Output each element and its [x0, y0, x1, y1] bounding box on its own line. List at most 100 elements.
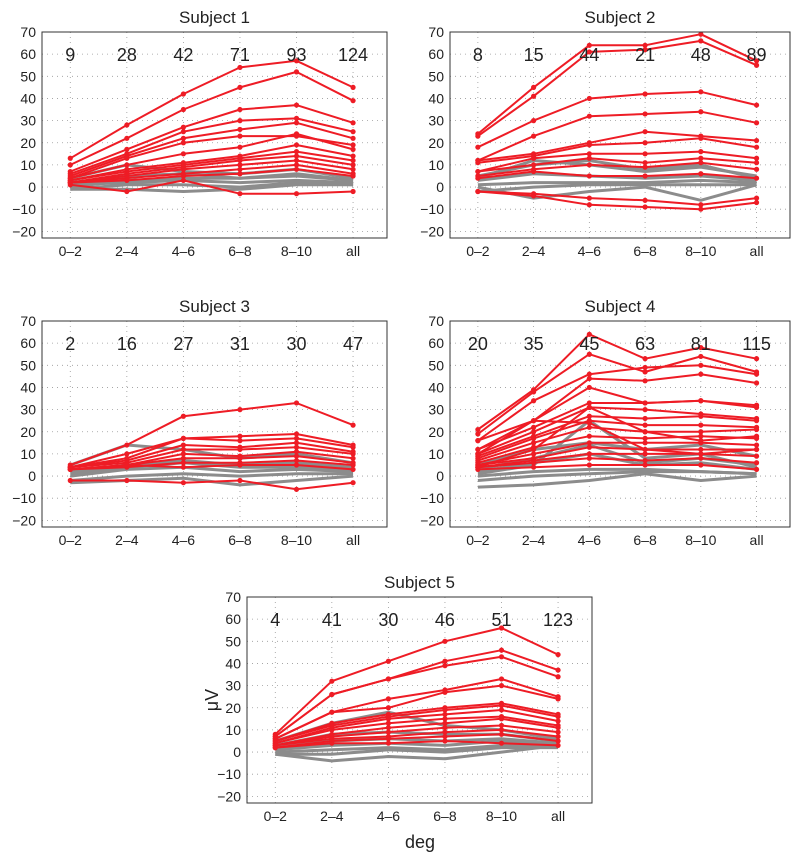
- significant-point: [586, 155, 592, 161]
- significant-point: [586, 195, 592, 201]
- significant-point: [67, 155, 73, 161]
- y-tick-label: −10: [12, 490, 36, 506]
- significant-point: [350, 157, 356, 164]
- significant-line: [477, 441, 757, 466]
- significant-point: [753, 356, 760, 362]
- significant-point: [237, 477, 243, 484]
- significant-line: [275, 709, 559, 745]
- significant-point: [586, 371, 592, 377]
- x-tick-label: 0–2: [264, 808, 288, 824]
- significant-point: [385, 729, 391, 735]
- significant-point: [180, 91, 186, 97]
- significant-point: [237, 171, 243, 177]
- y-tick-label: 60: [20, 335, 36, 351]
- significant-point: [180, 480, 186, 486]
- count-label: 93: [286, 45, 306, 65]
- significant-point: [385, 740, 391, 746]
- significant-line: [70, 155, 354, 184]
- significant-line: [275, 704, 559, 742]
- significant-point: [586, 151, 592, 157]
- significant-point: [498, 647, 505, 653]
- x-tick-label: all: [346, 532, 360, 548]
- significant-point: [698, 149, 704, 155]
- significant-point: [753, 418, 760, 424]
- significant-point: [698, 135, 704, 141]
- y-tick-label: 70: [428, 24, 444, 40]
- significant-line: [70, 446, 354, 469]
- y-tick-label: 40: [225, 655, 241, 671]
- significant-line: [477, 157, 757, 173]
- significant-point: [180, 140, 186, 146]
- significant-point: [293, 120, 300, 126]
- significant-point: [698, 171, 704, 177]
- y-tick-label: 70: [20, 24, 36, 40]
- significant-point: [698, 462, 704, 468]
- significant-point: [531, 418, 537, 424]
- significant-point: [293, 486, 300, 492]
- count-label: 63: [635, 334, 655, 354]
- significant-point: [475, 133, 481, 139]
- significant-point: [753, 446, 760, 453]
- significant-point: [237, 157, 243, 164]
- count-label: 31: [230, 334, 250, 354]
- significant-line: [477, 110, 757, 162]
- significant-point: [350, 142, 356, 148]
- significant-line: [477, 137, 757, 164]
- significant-point: [293, 153, 300, 159]
- significant-point: [124, 442, 130, 448]
- significant-line: [70, 179, 354, 195]
- significant-point: [180, 135, 186, 141]
- significant-line: [70, 437, 354, 469]
- significant-point: [642, 42, 648, 48]
- y-tick-label: 10: [20, 157, 36, 173]
- significant-line: [70, 441, 354, 469]
- significant-line: [275, 715, 559, 745]
- significant-point: [385, 736, 391, 742]
- significant-line: [477, 415, 757, 458]
- significant-point: [586, 444, 592, 450]
- significant-point: [531, 446, 537, 453]
- x-tick-label: 6–8: [433, 808, 457, 824]
- significant-point: [698, 344, 704, 351]
- nonsignificant-line: [70, 465, 354, 478]
- y-tick-label: 40: [20, 379, 36, 395]
- significant-point: [642, 369, 648, 375]
- subplot-title: Subject 1: [179, 8, 250, 27]
- x-tick-label: 0–2: [59, 243, 83, 259]
- significant-point: [350, 444, 356, 450]
- significant-point: [350, 173, 356, 179]
- y-tick-label: 0: [28, 179, 36, 195]
- significant-point: [329, 727, 335, 733]
- significant-point: [350, 480, 356, 486]
- significant-point: [531, 440, 537, 446]
- count-label: 30: [286, 334, 306, 354]
- significant-line: [275, 733, 559, 749]
- y-tick-label: 50: [428, 357, 444, 373]
- significant-point: [293, 115, 300, 121]
- significant-line: [477, 457, 757, 469]
- significant-point: [180, 106, 186, 113]
- subplot-title: Subject 4: [585, 297, 656, 316]
- x-tick-label: 6–8: [633, 532, 657, 548]
- y-tick-label: 50: [225, 633, 241, 649]
- significant-point: [237, 438, 243, 444]
- significant-point: [124, 177, 130, 184]
- significant-point: [586, 162, 592, 168]
- subplot-subject-1: −20 −10 0 10 20 30 40 50 60 70 0–2 2–4 4–6 6–8 8–10 all…: [12, 8, 388, 259]
- significant-point: [180, 413, 186, 419]
- y-tick-label: 50: [20, 68, 36, 84]
- nonsignificant-line: [70, 178, 354, 187]
- significant-point: [475, 175, 481, 181]
- significant-point: [180, 455, 186, 461]
- significant-point: [350, 451, 356, 457]
- significant-point: [642, 173, 648, 179]
- significant-line: [70, 163, 354, 184]
- nonsignificant-line: [477, 183, 758, 202]
- significant-point: [442, 638, 448, 644]
- y-tick-label: −20: [12, 223, 36, 239]
- significant-point: [498, 676, 505, 682]
- y-tick-label: −20: [12, 512, 36, 528]
- significant-point: [555, 729, 561, 735]
- x-tick-label: all: [750, 243, 764, 259]
- significant-point: [642, 429, 648, 435]
